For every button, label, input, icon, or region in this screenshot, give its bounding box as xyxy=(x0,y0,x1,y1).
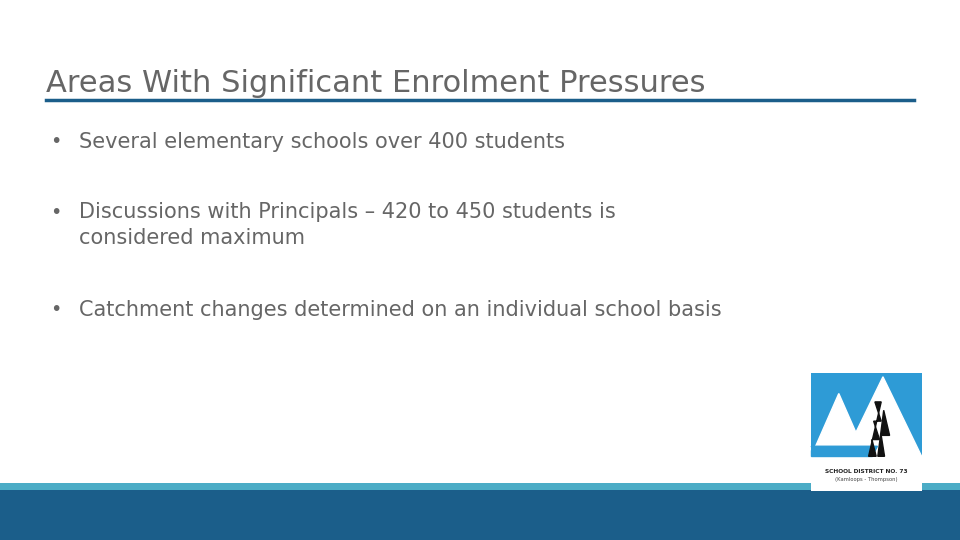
Text: •: • xyxy=(50,202,61,221)
Polygon shape xyxy=(811,450,872,456)
Bar xyxy=(811,373,922,456)
Polygon shape xyxy=(869,402,881,456)
Text: Areas With Significant Enrolment Pressures: Areas With Significant Enrolment Pressur… xyxy=(46,69,706,98)
Bar xyxy=(0,483,960,490)
Text: SCHOOL DISTRICT NO. 73: SCHOOL DISTRICT NO. 73 xyxy=(825,469,908,474)
Text: (Kamloops - Thompson): (Kamloops - Thompson) xyxy=(835,477,898,482)
Text: Catchment changes determined on an individual school basis: Catchment changes determined on an indiv… xyxy=(79,300,721,320)
Polygon shape xyxy=(877,410,890,456)
Text: Discussions with Principals – 420 to 450 students is
considered maximum: Discussions with Principals – 420 to 450… xyxy=(79,202,615,248)
Text: •: • xyxy=(50,132,61,151)
Text: •: • xyxy=(50,300,61,319)
Polygon shape xyxy=(811,446,877,456)
Bar xyxy=(811,373,922,491)
Text: Several elementary schools over 400 students: Several elementary schools over 400 stud… xyxy=(79,132,564,152)
Polygon shape xyxy=(845,377,922,456)
Bar xyxy=(0,490,960,540)
Polygon shape xyxy=(811,394,866,456)
